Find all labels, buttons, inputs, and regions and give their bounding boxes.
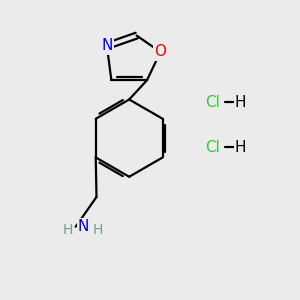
Text: H: H [235, 140, 246, 154]
Text: H: H [93, 223, 103, 237]
Text: N: N [77, 219, 89, 234]
Text: Cl: Cl [205, 140, 220, 154]
Text: Cl: Cl [205, 95, 220, 110]
Text: O: O [154, 44, 166, 59]
Text: N: N [101, 38, 112, 53]
Text: H: H [63, 223, 74, 237]
Text: H: H [235, 95, 246, 110]
